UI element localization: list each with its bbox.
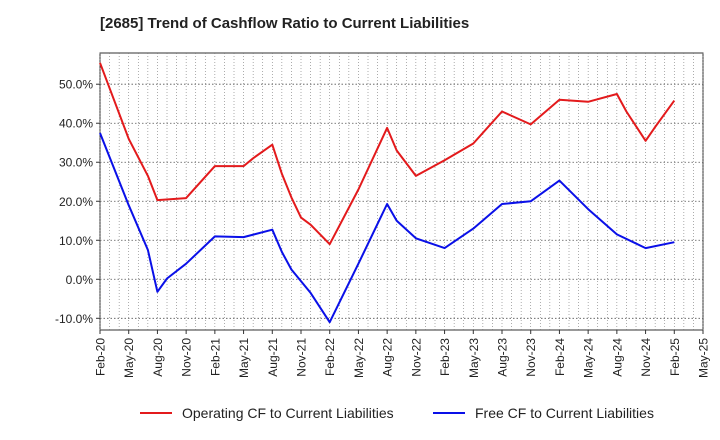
x-tick-label: Feb-23 [438, 338, 452, 376]
y-tick-label: -10.0% [55, 312, 93, 326]
x-tick-label: Feb-22 [323, 338, 337, 376]
x-tick-label: May-25 [697, 338, 711, 378]
x-tick-label: Aug-20 [151, 338, 165, 377]
x-tick-label: Feb-21 [208, 338, 222, 376]
legend-item-operating-cf: Operating CF to Current Liabilities [140, 405, 394, 421]
x-tick-label: Aug-23 [496, 338, 510, 377]
y-tick-label: 10.0% [59, 234, 93, 248]
series-line-free-cf [99, 132, 675, 324]
y-tick-label: 30.0% [59, 156, 93, 170]
legend-item-free-cf: Free CF to Current Liabilities [433, 405, 654, 421]
legend-label-free-cf: Free CF to Current Liabilities [475, 405, 654, 421]
y-tick-label: 0.0% [66, 273, 94, 287]
x-tick-label: Nov-24 [639, 338, 653, 377]
y-tick-label: 20.0% [59, 195, 93, 209]
x-tick-label: May-21 [237, 338, 251, 378]
x-tick-label: Nov-23 [524, 338, 538, 377]
x-tick-label: Feb-25 [668, 338, 682, 376]
x-tick-label: May-22 [352, 338, 366, 378]
x-tick-label: Feb-20 [94, 338, 108, 376]
legend-swatch-operating-cf [140, 412, 172, 414]
x-tick-label: May-23 [467, 338, 481, 378]
x-tick-label: Aug-21 [266, 338, 280, 377]
series-line-operating-cf [99, 62, 676, 246]
x-tick-label: Aug-24 [610, 338, 624, 377]
x-tick-label: Nov-22 [409, 338, 423, 377]
x-tick-label: May-20 [122, 338, 136, 378]
x-tick-label: May-24 [582, 338, 596, 378]
y-tick-label: 50.0% [59, 78, 93, 92]
chart-title: [2685] Trend of Cashflow Ratio to Curren… [100, 15, 470, 32]
x-tick-label: Nov-20 [180, 338, 194, 377]
x-tick-label: Aug-22 [381, 338, 395, 377]
x-tick-label: Feb-24 [553, 338, 567, 376]
legend-swatch-free-cf [433, 412, 465, 414]
legend-label-operating-cf: Operating CF to Current Liabilities [182, 405, 394, 421]
x-tick-label: Nov-21 [295, 338, 309, 377]
y-tick-label: 40.0% [59, 117, 93, 131]
